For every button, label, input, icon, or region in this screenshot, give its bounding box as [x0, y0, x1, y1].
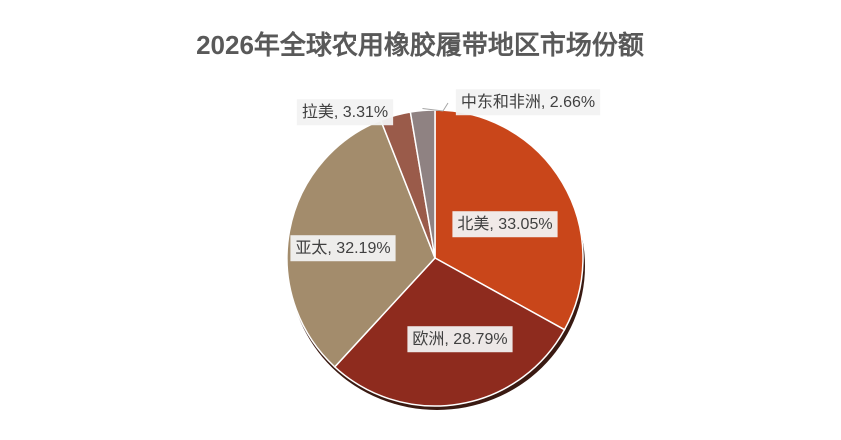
data-label-group: 欧洲, 28.79% [407, 326, 513, 353]
chart-title: 2026年全球农用橡胶履带地区市场份额 [196, 30, 644, 60]
data-label: 北美, 33.05% [457, 215, 552, 233]
data-label-bg [296, 99, 394, 126]
data-label: 亚太, 32.19% [295, 239, 390, 257]
leader-line [422, 102, 449, 112]
data-label-group: 拉美, 3.31% [296, 99, 394, 126]
data-label: 欧洲, 28.79% [412, 330, 507, 348]
data-label: 拉美, 3.31% [302, 103, 388, 121]
data-label-group: 亚太, 32.19% [290, 235, 396, 262]
data-label-bg [455, 89, 601, 116]
data-label: 中东和非洲, 2.66% [461, 93, 595, 111]
data-label-bg [290, 235, 396, 262]
data-label-bg [452, 211, 558, 238]
data-label-group: 中东和非洲, 2.66% [455, 89, 601, 116]
data-label-bg [407, 326, 513, 353]
data-label-group: 北美, 33.05% [452, 211, 558, 238]
